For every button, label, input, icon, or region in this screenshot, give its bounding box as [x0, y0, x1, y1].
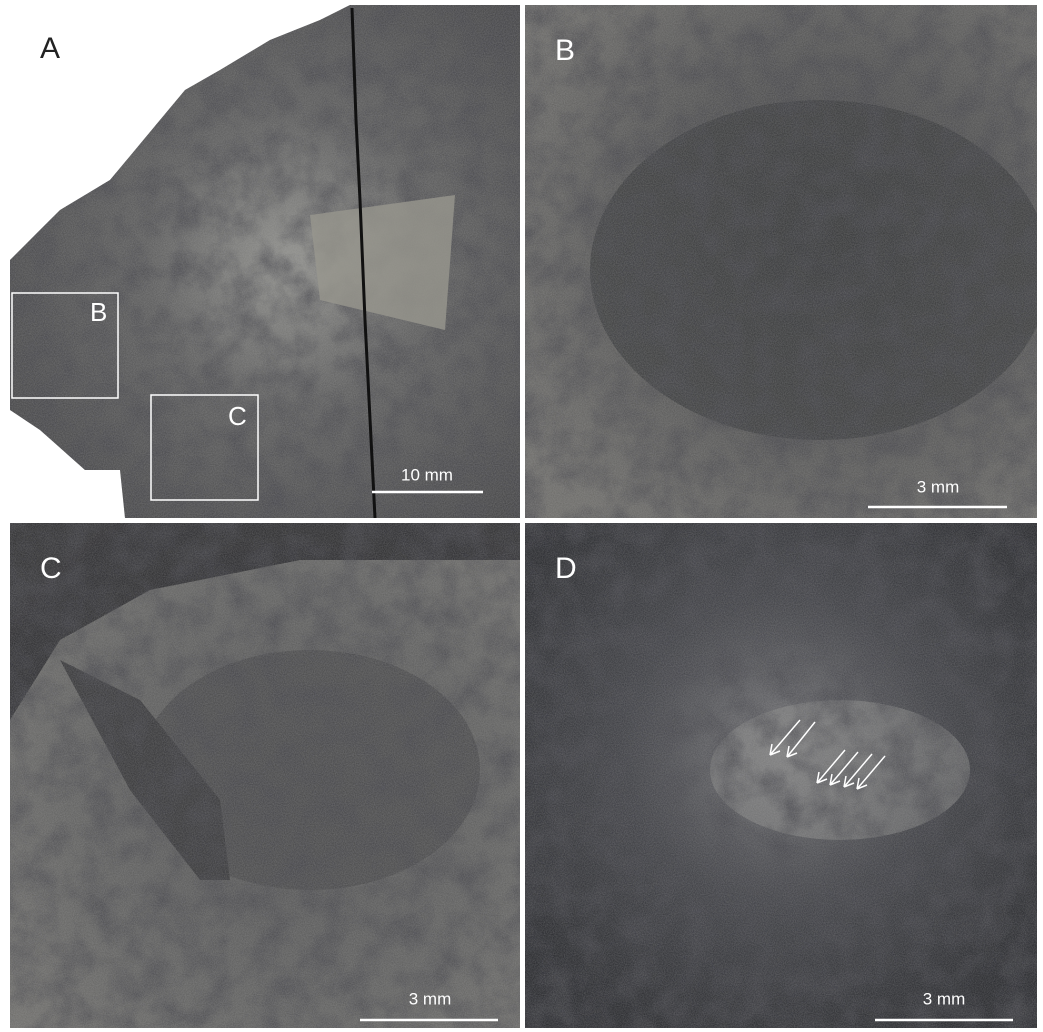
scale-label: 10 mm	[401, 465, 453, 484]
panel-label: D	[555, 552, 577, 585]
panel-c: C 3 mm	[10, 523, 520, 1028]
panel-label: C	[40, 552, 62, 585]
scale-label: 3 mm	[409, 989, 452, 1008]
panel-label: B	[555, 34, 575, 67]
scale-label: 3 mm	[923, 989, 966, 1008]
panel-d: D 3 mm	[525, 523, 1037, 1028]
panel-label: A	[40, 32, 60, 65]
arrows	[769, 719, 886, 790]
panel-b: B 3 mm	[525, 5, 1037, 518]
panel-a: A B C 10 mm	[10, 5, 520, 518]
scale-label: 3 mm	[917, 477, 960, 496]
inset-label: C	[228, 401, 247, 431]
inset-label: B	[90, 297, 107, 327]
